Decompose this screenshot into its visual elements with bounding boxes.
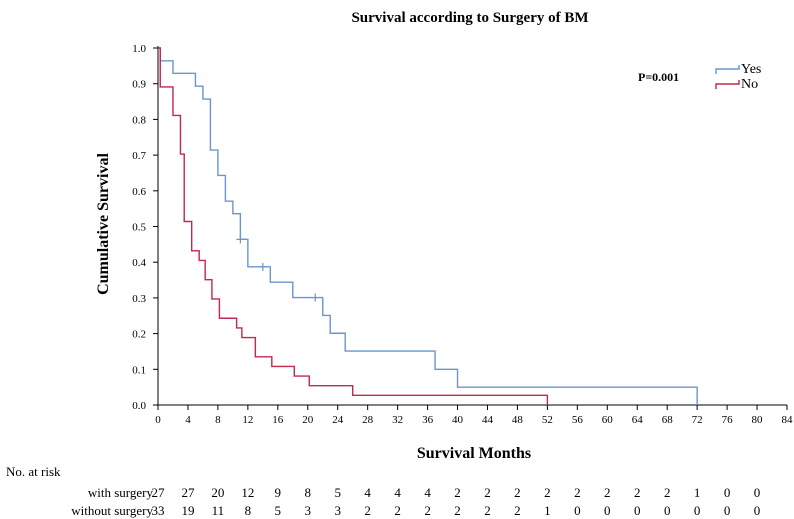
risk-count: 8 — [305, 485, 312, 500]
x-tick-label: 52 — [542, 414, 553, 426]
legend-label: Yes — [741, 62, 761, 77]
y-axis-title: Cumulative Survival — [95, 153, 112, 295]
risk-count: 19 — [181, 503, 194, 518]
risk-count: 27 — [152, 485, 166, 500]
risk-count: 2 — [574, 485, 581, 500]
risk-row-label: without surgery — [71, 503, 153, 518]
risk-count: 0 — [664, 503, 671, 518]
x-tick-label: 56 — [572, 414, 584, 426]
x-tick-label: 64 — [632, 414, 644, 426]
x-tick-label: 84 — [782, 414, 794, 426]
risk-count: 0 — [634, 503, 641, 518]
risk-count: 4 — [424, 485, 431, 500]
risk-count: 0 — [754, 503, 761, 518]
axes: 0 4 8 12 16 20 24 28 32 36 40 44 48 52 56 60 64 68 72 76 80 8… — [132, 43, 793, 426]
x-tick-label: 40 — [452, 414, 464, 426]
risk-count: 0 — [724, 485, 731, 500]
y-tick-label: 0.2 — [132, 329, 146, 341]
risk-count: 11 — [212, 503, 225, 518]
risk-count: 1 — [694, 485, 701, 500]
censor-mark — [258, 262, 267, 271]
risk-count: 2 — [364, 503, 371, 518]
risk-count: 0 — [574, 503, 581, 518]
risk-count: 1 — [544, 503, 551, 518]
censor-mark — [311, 293, 320, 302]
series-line-yes — [158, 47, 698, 405]
x-tick-label: 68 — [662, 414, 674, 426]
x-tick-label: 80 — [752, 414, 764, 426]
x-tick-label: 16 — [272, 414, 284, 426]
risk-count: 0 — [754, 485, 761, 500]
x-tick-label: 44 — [482, 414, 494, 426]
y-tick-label: 0.7 — [132, 150, 146, 162]
x-tick-label: 28 — [362, 414, 374, 426]
risk-count: 3 — [305, 503, 312, 518]
risk-count: 4 — [394, 485, 401, 500]
risk-count: 2 — [604, 485, 611, 500]
x-tick-label: 12 — [242, 414, 253, 426]
x-tick-label: 32 — [392, 414, 403, 426]
risk-count: 2 — [454, 485, 461, 500]
risk-count: 5 — [275, 503, 282, 518]
x-tick-label: 48 — [512, 414, 524, 426]
x-tick-label: 60 — [602, 414, 614, 426]
risk-count: 8 — [245, 503, 252, 518]
x-tick-label: 20 — [302, 414, 314, 426]
y-tick-label: 0.6 — [132, 186, 146, 198]
risk-count: 2 — [664, 485, 671, 500]
risk-count: 0 — [694, 503, 701, 518]
y-tick-label: 0.9 — [132, 79, 146, 91]
risk-count: 27 — [181, 485, 195, 500]
censor-mark — [236, 235, 245, 244]
legend-label: No — [741, 77, 758, 92]
risk-count: 2 — [514, 485, 521, 500]
risk-count: 9 — [275, 485, 282, 500]
y-tick-label: 0.3 — [132, 293, 146, 305]
risk-count: 2 — [484, 503, 491, 518]
risk-count: 12 — [241, 485, 254, 500]
y-tick-label: 0.4 — [132, 257, 146, 269]
y-tick-label: 0.0 — [132, 400, 146, 412]
x-tick-label: 76 — [722, 414, 734, 426]
risk-count: 33 — [152, 503, 165, 518]
risk-count: 4 — [364, 485, 371, 500]
y-tick-label: 1.0 — [132, 43, 146, 55]
risk-count: 2 — [394, 503, 401, 518]
risk-count: 2 — [424, 503, 431, 518]
legend-swatch — [715, 80, 740, 89]
x-tick-label: 72 — [692, 414, 703, 426]
p-value-annotation: P=0.001 — [638, 70, 679, 84]
risk-count: 0 — [724, 503, 731, 518]
survival-curves — [158, 47, 698, 405]
x-tick-label: 4 — [185, 414, 191, 426]
risk-count: 3 — [334, 503, 341, 518]
risk-count: 5 — [334, 485, 341, 500]
risk-count: 2 — [634, 485, 641, 500]
risk-count: 0 — [604, 503, 611, 518]
risk-count: 2 — [454, 503, 461, 518]
x-tick-label: 0 — [155, 414, 161, 426]
risk-count: 2 — [544, 485, 551, 500]
x-tick-label: 36 — [422, 414, 434, 426]
risk-row-label: with surgery — [88, 485, 154, 500]
x-tick-label: 8 — [215, 414, 221, 426]
x-tick-label: 24 — [332, 414, 344, 426]
risk-count: 20 — [211, 485, 224, 500]
legend-swatch — [715, 65, 740, 74]
risk-count: 2 — [514, 503, 521, 518]
risk-table-header: No. at risk — [6, 464, 61, 479]
x-axis-title: Survival Months — [417, 445, 531, 462]
series-line-no — [158, 47, 549, 405]
y-tick-label: 0.1 — [132, 364, 146, 376]
y-tick-label: 0.5 — [132, 222, 146, 234]
risk-count: 2 — [484, 485, 491, 500]
y-tick-label: 0.8 — [132, 114, 146, 126]
chart-title: Survival according to Surgery of BM — [351, 10, 588, 26]
